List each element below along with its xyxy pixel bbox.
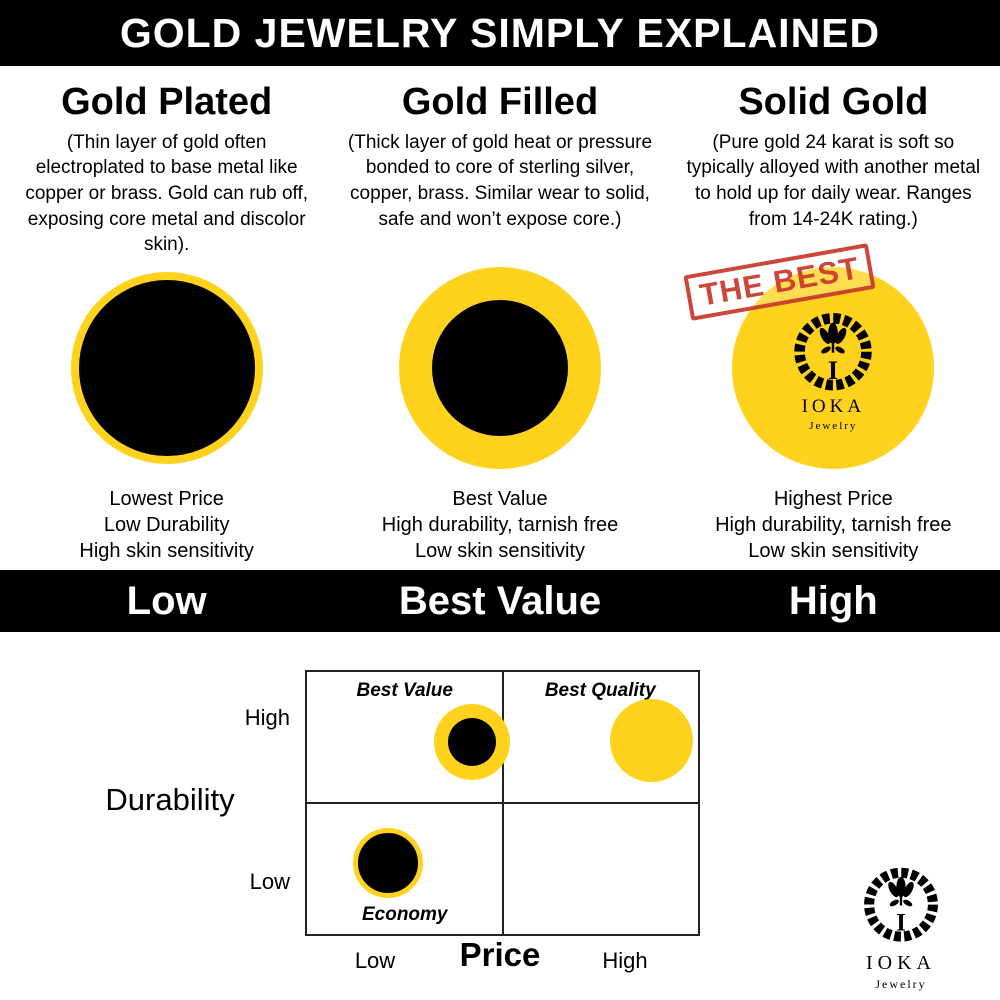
ioka-brand-logo: IOKA Jewelry (836, 861, 966, 992)
title-banner: GOLD JEWELRY SIMPLY EXPLAINED (0, 0, 1000, 66)
x-tick-low: Low (354, 948, 396, 973)
banner-best-value: Best Value (398, 578, 602, 623)
trait: Best Value (452, 487, 548, 510)
solid-gold-circle: THE BEST IOKA Jewelry (683, 242, 935, 469)
ioka-emblem-icon (859, 861, 943, 945)
trait: High durability, tarnish free (381, 513, 619, 536)
gold-plated-circle (70, 271, 263, 464)
trait: Low skin sensitivity (414, 539, 586, 562)
traits-list: Highest Price High durability, tarnish f… (679, 486, 988, 564)
black-core (431, 299, 568, 436)
column-gold-plated: Gold Plated (Thin layer of gold often el… (0, 81, 333, 564)
trait: Low skin sensitivity (748, 539, 919, 562)
column-heading: Solid Gold (738, 81, 929, 123)
gold-filled-circle (398, 266, 601, 469)
x-axis-title: Price (459, 936, 541, 973)
marker-black-core (448, 718, 496, 766)
column-description: (Thick layer of gold heat or pressure bo… (347, 131, 653, 230)
logo-name: IOKA (801, 395, 866, 417)
ioka-emblem-icon (787, 306, 879, 394)
quadrant-label-economy: Economy (361, 904, 448, 925)
column-description: (Thin layer of gold often electroplated … (25, 131, 309, 256)
swatch-box: THE BEST IOKA Jewelry (679, 242, 988, 474)
column-solid-gold: Solid Gold (Pure gold 24 karat is soft s… (667, 81, 1000, 564)
price-durability-chart: Best Value Best Quality Economy High Low… (0, 660, 1000, 1000)
traits-list: Best Value High durability, tarnish free… (345, 486, 654, 564)
logo-name: IOKA (866, 952, 936, 974)
trait: Low Durability (103, 513, 230, 536)
trait: High skin sensitivity (79, 539, 254, 562)
jewelry-type-columns: Gold Plated (Thin layer of gold often el… (0, 81, 1000, 564)
quadrant-label-best-quality: Best Quality (544, 680, 656, 701)
column-heading: Gold Filled (401, 81, 599, 123)
y-tick-high: High (244, 705, 290, 730)
chart-plot-area: Best Value Best Quality Economy (305, 670, 700, 936)
value-banner: Low Best Value High (0, 570, 1000, 632)
y-axis-title: Durability (105, 782, 235, 817)
banner-high: High (788, 578, 878, 623)
marker-gold-filled (434, 704, 510, 780)
y-tick-low: Low (249, 869, 290, 894)
page-title: GOLD JEWELRY SIMPLY EXPLAINED (119, 9, 881, 56)
chart-horizontal-divider (307, 802, 698, 804)
banner-low: Low (126, 578, 207, 623)
swatch-box (12, 262, 321, 474)
trait: High durability, tarnish free (715, 513, 952, 536)
column-heading: Gold Plated (61, 81, 273, 123)
trait: Highest Price (773, 487, 893, 510)
trait: Lowest Price (109, 487, 224, 510)
logo-subtitle: Jewelry (875, 977, 927, 991)
swatch-box (345, 262, 654, 474)
column-description: (Pure gold 24 karat is soft so typically… (686, 131, 981, 230)
marker-gold-plated (353, 828, 423, 898)
quadrant-label-best-value: Best Value (356, 680, 453, 701)
x-tick-high: High (602, 948, 648, 973)
traits-list: Lowest Price Low Durability High skin se… (12, 486, 321, 564)
marker-solid-gold (610, 699, 693, 782)
logo-subtitle: Jewelry (809, 419, 858, 432)
column-gold-filled: Gold Filled (Thick layer of gold heat or… (333, 81, 666, 564)
